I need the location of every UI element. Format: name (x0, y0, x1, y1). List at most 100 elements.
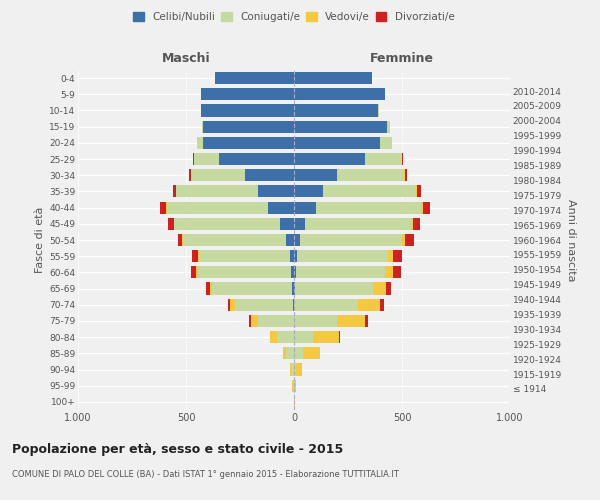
Bar (410, 218, 413, 230)
Bar (405, 234, 414, 246)
Bar (373, 282, 386, 294)
Bar (294, 186, 323, 198)
Bar (365, 315, 368, 327)
Bar (380, 298, 383, 311)
Bar (212, 282, 292, 294)
Bar (380, 137, 392, 149)
Bar (203, 120, 294, 132)
Bar (305, 218, 410, 230)
Bar (337, 169, 404, 181)
Bar (294, 266, 296, 278)
Bar (294, 137, 380, 149)
Bar (378, 104, 379, 117)
Bar (176, 186, 259, 198)
Bar (416, 186, 421, 198)
Bar (249, 315, 251, 327)
Bar (316, 202, 421, 213)
Bar (198, 250, 199, 262)
Bar (294, 234, 301, 246)
Bar (294, 218, 305, 230)
Bar (210, 282, 212, 294)
Bar (182, 234, 183, 246)
Bar (385, 266, 394, 278)
Bar (297, 250, 388, 262)
Bar (201, 104, 294, 117)
Bar (386, 282, 391, 294)
Text: COMUNE DI PALO DEL COLLE (BA) - Dati ISTAT 1° gennaio 2015 - Elaborazione TUTTIT: COMUNE DI PALO DEL COLLE (BA) - Dati IST… (12, 470, 399, 479)
Bar (203, 137, 294, 149)
Bar (294, 169, 337, 181)
Bar (173, 186, 176, 198)
Bar (193, 250, 198, 262)
Bar (365, 153, 402, 165)
Bar (413, 218, 421, 230)
Bar (293, 380, 294, 392)
Legend: Celibi/Nubili, Coniugati/e, Vedovi/e, Divorziati/e: Celibi/Nubili, Coniugati/e, Vedovi/e, Di… (129, 8, 459, 26)
Bar (280, 218, 294, 230)
Bar (296, 364, 302, 376)
Bar (421, 202, 422, 213)
Bar (402, 153, 403, 165)
Bar (294, 348, 302, 360)
Bar (294, 104, 378, 117)
Bar (290, 250, 294, 262)
Bar (294, 380, 295, 392)
Bar (201, 88, 294, 101)
Text: Popolazione per età, sesso e stato civile - 2015: Popolazione per età, sesso e stato civil… (12, 442, 343, 456)
Bar (294, 364, 296, 376)
Bar (198, 266, 291, 278)
Bar (291, 364, 294, 376)
Bar (302, 348, 320, 360)
Text: Femmine: Femmine (370, 52, 434, 65)
Bar (294, 202, 316, 213)
Bar (294, 153, 365, 165)
Bar (220, 153, 294, 165)
Bar (160, 202, 166, 213)
Bar (259, 315, 294, 327)
Bar (387, 120, 390, 132)
Bar (190, 169, 191, 181)
Bar (206, 282, 210, 294)
Bar (230, 298, 235, 311)
Bar (294, 250, 297, 262)
Bar (301, 234, 402, 246)
Bar (404, 169, 407, 181)
Bar (295, 298, 358, 311)
Bar (293, 298, 294, 311)
Bar (394, 266, 401, 278)
Y-axis label: Fasce di età: Fasce di età (35, 207, 45, 273)
Bar (290, 364, 291, 376)
Bar (228, 298, 230, 311)
Bar (337, 315, 365, 327)
Bar (283, 348, 286, 360)
Bar (291, 266, 294, 278)
Bar (286, 234, 294, 246)
Bar (277, 331, 294, 343)
Bar (286, 348, 294, 360)
Y-axis label: Anni di nascita: Anni di nascita (566, 198, 576, 281)
Bar (268, 202, 294, 213)
Bar (193, 153, 194, 165)
Bar (294, 331, 313, 343)
Bar (251, 315, 259, 327)
Bar (183, 234, 286, 246)
Bar (174, 218, 280, 230)
Bar (167, 202, 268, 213)
Bar (294, 72, 372, 84)
Bar (168, 218, 173, 230)
Bar (197, 137, 203, 149)
Bar (194, 153, 220, 165)
Bar (270, 331, 277, 343)
Text: Maschi: Maschi (161, 52, 211, 65)
Bar (296, 266, 385, 278)
Bar (259, 186, 294, 198)
Bar (295, 282, 373, 294)
Bar (235, 298, 293, 311)
Bar (295, 380, 296, 392)
Bar (199, 250, 290, 262)
Bar (191, 169, 245, 181)
Bar (394, 250, 402, 262)
Bar (358, 298, 380, 311)
Bar (196, 266, 198, 278)
Bar (313, 331, 340, 343)
